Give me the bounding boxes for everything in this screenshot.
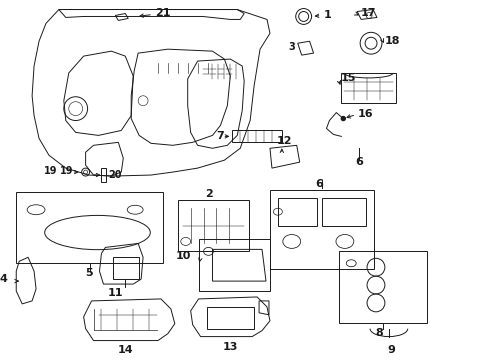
- Text: 15: 15: [340, 73, 355, 83]
- Text: 17: 17: [361, 8, 376, 18]
- Bar: [178, 200, 249, 251]
- Bar: [206, 307, 254, 329]
- Text: 7: 7: [216, 131, 224, 141]
- Text: 5: 5: [84, 268, 92, 278]
- Text: 6: 6: [354, 157, 363, 167]
- Bar: [113, 257, 139, 279]
- Text: 19: 19: [44, 166, 58, 176]
- Text: 11: 11: [107, 288, 123, 298]
- Bar: [198, 239, 269, 291]
- Text: 20: 20: [108, 170, 122, 180]
- Bar: [321, 198, 365, 226]
- Text: 3: 3: [287, 42, 294, 52]
- Text: 4: 4: [0, 274, 7, 284]
- Text: 10: 10: [175, 251, 190, 261]
- Bar: [341, 73, 395, 103]
- Bar: [102, 168, 106, 182]
- Text: 19: 19: [60, 166, 73, 176]
- Text: 9: 9: [386, 346, 394, 355]
- Text: 2: 2: [204, 189, 212, 199]
- Bar: [339, 251, 426, 323]
- Text: 8: 8: [374, 328, 382, 338]
- Bar: [277, 198, 317, 226]
- Text: 21: 21: [155, 9, 170, 18]
- Text: 13: 13: [222, 342, 238, 351]
- Bar: [269, 190, 373, 269]
- Text: 6: 6: [315, 179, 323, 189]
- Circle shape: [341, 117, 345, 121]
- Text: 16: 16: [357, 109, 373, 118]
- Text: 1: 1: [323, 10, 330, 21]
- Text: 12: 12: [276, 136, 292, 147]
- Text: 18: 18: [384, 36, 400, 46]
- Text: 14: 14: [117, 346, 133, 355]
- Bar: [16, 192, 163, 263]
- Bar: [232, 130, 281, 142]
